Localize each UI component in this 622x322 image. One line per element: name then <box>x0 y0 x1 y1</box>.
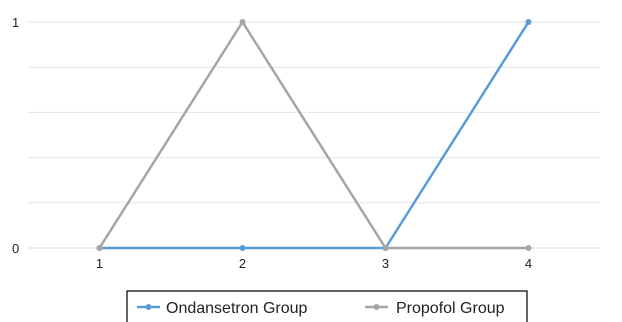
legend-entry: Ondansetron Group <box>137 300 308 317</box>
legend-swatch-marker <box>145 304 152 310</box>
series-layer <box>96 19 532 251</box>
data-point <box>382 245 389 251</box>
legend: Ondansetron Group Propofol Group <box>126 290 528 322</box>
x-axis-ticks: 1 2 3 4 <box>96 256 532 271</box>
series-propofol-group <box>96 19 532 251</box>
x-tick-label: 3 <box>382 256 389 271</box>
legend-box <box>126 290 528 322</box>
x-tick-label: 2 <box>239 256 246 271</box>
series-line-ondansetron-group <box>98 20 530 250</box>
x-tick-label: 1 <box>96 256 103 271</box>
series-line-propofol-group <box>98 20 530 250</box>
legend-entry: Propofol Group <box>365 300 505 317</box>
legend-label: Propofol Group <box>396 300 505 317</box>
legend-label: Ondansetron Group <box>166 300 308 317</box>
legend-swatch-marker <box>373 304 380 310</box>
data-point <box>525 19 532 25</box>
y-axis-ticks: 01 <box>12 15 19 256</box>
y-tick-label: 1 <box>12 15 19 30</box>
data-point <box>525 245 532 251</box>
data-point <box>96 245 103 251</box>
y-tick-label: 0 <box>12 241 19 256</box>
x-tick-label: 4 <box>525 256 532 271</box>
data-point <box>239 19 246 25</box>
data-point <box>239 245 246 251</box>
